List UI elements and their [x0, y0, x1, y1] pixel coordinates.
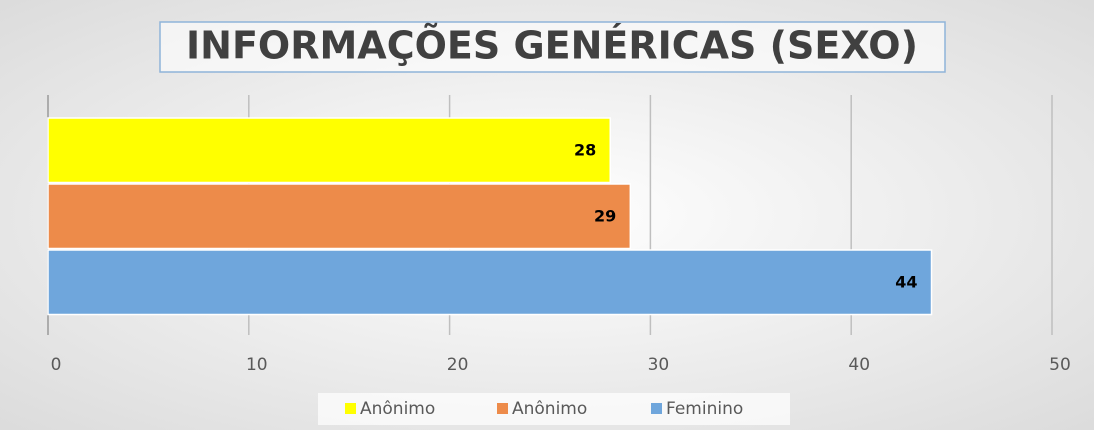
x-tick-label: 50: [1049, 355, 1071, 375]
legend-swatch: [497, 403, 508, 414]
bar: [47, 117, 611, 184]
data-label: 28: [574, 141, 596, 160]
data-label: 29: [594, 207, 616, 226]
chart-title: INFORMAÇÕES GENÉRICAS (SEXO): [186, 24, 918, 68]
legend-box: [318, 393, 790, 425]
data-label: 44: [895, 273, 917, 292]
legend-swatch: [651, 403, 662, 414]
x-tick-label: 10: [246, 355, 268, 375]
legend-label: Feminino: [666, 399, 743, 419]
x-tick-label: 40: [848, 355, 870, 375]
x-tick-label: 30: [648, 355, 670, 375]
bar: [47, 183, 632, 250]
legend-label: Anônimo: [512, 399, 587, 419]
x-tick-label: 0: [51, 355, 62, 375]
legend-label: Anônimo: [360, 399, 435, 419]
bar: [47, 249, 933, 316]
title-box: [159, 21, 946, 73]
x-tick-label: 20: [447, 355, 469, 375]
legend-swatch: [345, 403, 356, 414]
